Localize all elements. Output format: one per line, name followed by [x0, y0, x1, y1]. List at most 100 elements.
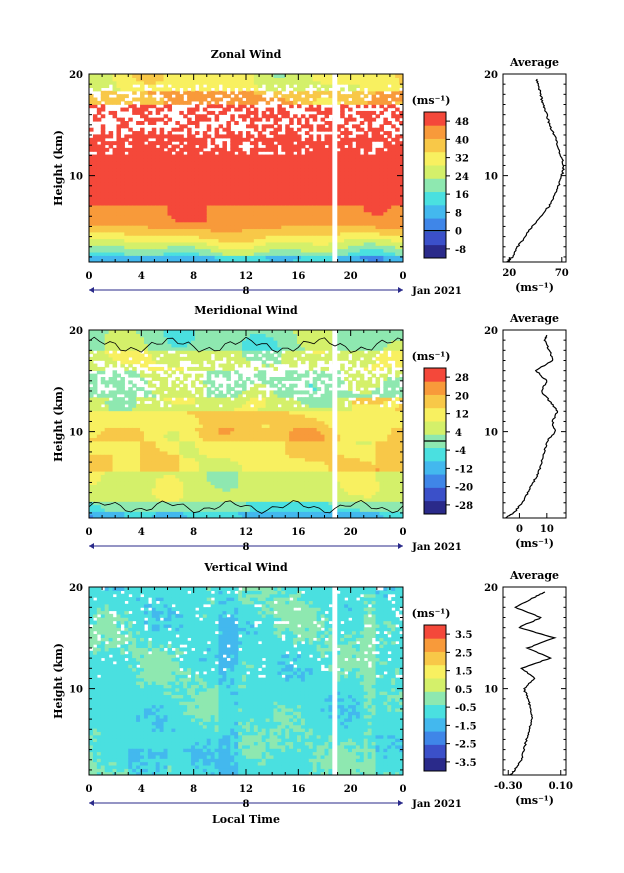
heatmap-cell	[132, 218, 137, 223]
heatmap-cell	[163, 370, 169, 375]
heatmap-cell	[242, 208, 247, 213]
heatmap-cell	[214, 161, 220, 166]
heatmap-cell	[277, 251, 282, 256]
heatmap-cell	[100, 208, 106, 213]
heatmap-cell	[128, 484, 133, 489]
heatmap-cell	[249, 208, 255, 213]
heatmap-cell	[312, 141, 318, 146]
heatmap-cell	[277, 107, 282, 112]
heatmap-cell	[143, 454, 149, 459]
heatmap-cell	[273, 134, 278, 139]
heatmap-cell	[367, 84, 373, 89]
heatmap-cell	[92, 215, 98, 219]
heatmap-cell	[183, 228, 188, 233]
heatmap-cell	[124, 477, 129, 482]
heatmap-cell	[230, 245, 235, 250]
heatmap-cell	[151, 350, 157, 355]
heatmap-cell	[147, 84, 153, 89]
heatmap-cell	[367, 251, 373, 256]
heatmap-cell	[163, 171, 169, 176]
heatmap-cell	[112, 464, 118, 469]
heatmap-cell	[308, 154, 314, 159]
colorbar-unit: (ms⁻¹)	[412, 94, 451, 107]
heatmap-cell	[120, 511, 125, 516]
heatmap-cell	[128, 245, 133, 250]
heatmap-cell	[116, 430, 121, 435]
heatmap-cell	[355, 191, 361, 196]
heatmap-cell	[159, 241, 165, 246]
heatmap-cell	[253, 208, 259, 213]
heatmap-cell	[316, 231, 322, 236]
heatmap-cell	[246, 171, 251, 176]
heatmap-cell	[383, 251, 388, 256]
heatmap-cell	[304, 251, 310, 256]
heatmap-cell	[336, 157, 341, 162]
heatmap-cell	[261, 157, 267, 162]
heatmap-cell	[140, 258, 145, 262]
heatmap-cell	[285, 100, 290, 105]
heatmap-cell	[116, 481, 121, 486]
heatmap-cell	[108, 407, 114, 412]
heatmap-cell	[367, 147, 373, 152]
heatmap-cell	[163, 474, 169, 479]
heatmap-cell	[206, 215, 212, 219]
heatmap-cell	[277, 104, 282, 109]
heatmap-cell	[344, 238, 349, 243]
heatmap-cell	[100, 430, 106, 435]
heatmap-cell	[363, 188, 369, 193]
heatmap-cell	[92, 208, 98, 213]
heatmap-cell	[293, 245, 298, 250]
heatmap-cell	[316, 221, 322, 226]
heatmap-cell	[210, 258, 216, 262]
heatmap-cell	[238, 104, 243, 109]
heatmap-cell	[348, 241, 353, 246]
heatmap-cell	[163, 413, 169, 418]
heatmap-cell	[300, 164, 306, 169]
heatmap-cell	[163, 383, 169, 388]
heatmap-cell	[304, 121, 310, 125]
heatmap-cell	[375, 174, 381, 179]
heatmap-cell	[155, 481, 161, 486]
heatmap-cell	[277, 137, 282, 142]
heatmap-cell	[234, 238, 239, 243]
heatmap-cell	[273, 157, 278, 162]
heatmap-cell	[163, 157, 169, 162]
heatmap-cell	[308, 198, 314, 203]
heatmap-cell	[116, 514, 121, 518]
heatmap-cell	[187, 154, 192, 159]
heatmap-cell	[214, 90, 220, 95]
heatmap-cell	[167, 74, 173, 78]
heatmap-cell	[191, 198, 196, 203]
heatmap-cell	[151, 373, 157, 378]
heatmap-cell	[120, 410, 125, 415]
heatmap-cell	[183, 198, 188, 203]
heatmap-cell	[359, 228, 365, 233]
heatmap-cell	[320, 168, 326, 172]
heatmap-cell	[395, 107, 400, 112]
heatmap-cell	[108, 511, 114, 516]
heatmap-cell	[187, 174, 192, 179]
heatmap-cell	[179, 77, 184, 82]
heatmap-cell	[226, 157, 231, 162]
heatmap-cell	[297, 127, 302, 132]
heatmap-cell	[147, 235, 153, 240]
heatmap-cell	[136, 407, 141, 412]
heatmap-cell	[308, 137, 314, 142]
heatmap-cell	[143, 174, 149, 179]
heatmap-cell	[399, 258, 403, 262]
heatmap-cell	[226, 107, 231, 112]
heatmap-cell	[379, 134, 384, 139]
heatmap-cell	[96, 366, 102, 371]
heatmap-cell	[136, 501, 141, 506]
heatmap-cell	[183, 231, 188, 236]
heatmap-cell	[399, 174, 403, 179]
heatmap-cell	[328, 84, 333, 89]
heatmap-cell	[273, 137, 278, 142]
heatmap-cell	[230, 97, 235, 102]
heatmap-cell	[328, 225, 333, 230]
heatmap-cell	[96, 117, 102, 122]
heatmap-cell	[171, 191, 176, 196]
colorbar-tick-label: 32	[455, 154, 469, 165]
heatmap-cell	[136, 87, 141, 92]
heatmap-cell	[308, 231, 314, 236]
